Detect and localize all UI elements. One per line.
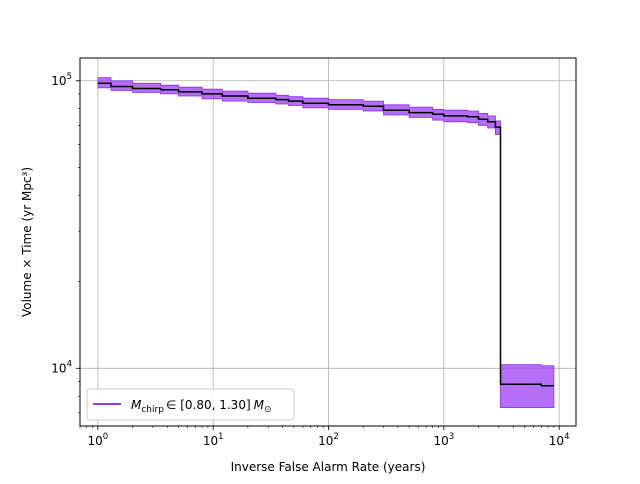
confidence-band-layer — [97, 77, 555, 409]
x-axis-ticks: 100 101 102 103 104 — [79, 426, 570, 448]
x-tick-label: 103 — [433, 432, 454, 448]
legend: Mchirp ∈ [0.80, 1.30] M⊙ — [86, 388, 295, 421]
y-axis-label: Volume × Time (yr Mpc³) — [20, 167, 34, 317]
plot-frame — [79, 57, 577, 427]
x-tick-label: 100 — [88, 432, 109, 448]
series-line-layer — [97, 82, 554, 387]
legend-box — [86, 388, 295, 421]
y-tick-label: 104 — [51, 359, 72, 375]
series-line — [97, 82, 554, 387]
y-tick-label: 105 — [51, 72, 72, 88]
confidence-band — [97, 77, 555, 409]
y-axis-ticks: 104 105 — [51, 72, 80, 414]
x-axis-label: Inverse False Alarm Rate (years) — [231, 460, 426, 474]
legend-label: Mchirp ∈ [0.80, 1.30] M⊙ — [131, 398, 272, 415]
x-tick-label: 101 — [203, 432, 224, 448]
x-tick-label: 104 — [549, 432, 570, 448]
x-tick-label: 102 — [318, 432, 339, 448]
